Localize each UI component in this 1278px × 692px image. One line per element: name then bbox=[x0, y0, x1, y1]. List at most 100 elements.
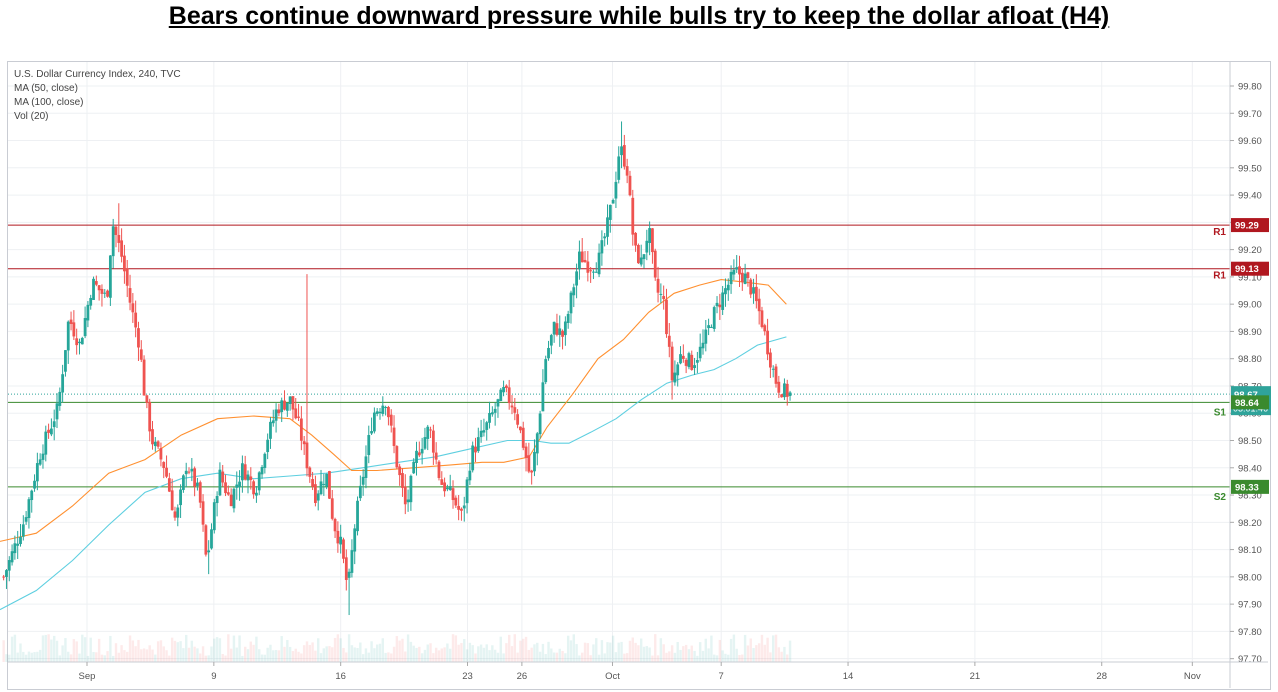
candle-body bbox=[333, 518, 337, 532]
chart-frame[interactable] bbox=[7, 61, 1271, 690]
volume-bar bbox=[623, 653, 626, 662]
volume-bar bbox=[5, 654, 8, 662]
volume-bar bbox=[620, 641, 623, 662]
candle-body bbox=[401, 473, 404, 488]
volume-bar bbox=[288, 646, 292, 662]
candle-body bbox=[783, 383, 786, 398]
price-axis[interactable]: 99.8099.7099.6099.5099.4099.3099.2099.10… bbox=[1229, 62, 1262, 688]
candle-body bbox=[184, 470, 188, 475]
volume-bar bbox=[165, 650, 168, 662]
candle bbox=[440, 471, 444, 485]
candle bbox=[754, 274, 758, 309]
volume-bar bbox=[72, 639, 76, 662]
symbol-label[interactable]: U.S. Dollar Currency Index, 240, TVC bbox=[14, 69, 181, 80]
candle-body bbox=[628, 175, 632, 196]
volume-bar bbox=[569, 640, 573, 662]
volume-bar bbox=[718, 639, 722, 662]
volume-bar bbox=[471, 645, 474, 662]
volume-bar bbox=[274, 650, 278, 662]
candle-body bbox=[207, 550, 211, 553]
candle-body bbox=[288, 396, 292, 404]
volume-bar bbox=[243, 646, 247, 662]
candle bbox=[378, 408, 382, 420]
candle-body bbox=[392, 427, 396, 446]
candle bbox=[499, 387, 503, 402]
volume-bar bbox=[294, 648, 297, 662]
candle-body bbox=[170, 490, 174, 511]
volume-bar bbox=[763, 644, 766, 662]
candle bbox=[151, 420, 154, 450]
candle-body bbox=[642, 254, 646, 260]
candle bbox=[167, 472, 171, 493]
ma100-line bbox=[0, 336, 787, 611]
candle-body bbox=[117, 234, 121, 243]
candle bbox=[299, 406, 303, 451]
volume-bar bbox=[249, 641, 253, 662]
candle bbox=[131, 293, 135, 323]
candle bbox=[69, 311, 73, 331]
candle bbox=[457, 495, 461, 521]
candle bbox=[302, 435, 306, 455]
candle-body bbox=[52, 421, 56, 428]
volume-bar bbox=[109, 635, 112, 662]
candle-body bbox=[156, 441, 160, 447]
candle bbox=[625, 158, 629, 184]
volume-bar bbox=[443, 647, 446, 662]
candle-body bbox=[490, 412, 494, 415]
volume-bar bbox=[637, 645, 640, 662]
candle-body bbox=[350, 550, 354, 573]
volume-bar bbox=[426, 644, 429, 662]
volume-bar bbox=[359, 642, 362, 662]
candle-body bbox=[97, 285, 101, 291]
candle bbox=[249, 467, 253, 490]
candle-body bbox=[302, 441, 306, 445]
volume-bar bbox=[457, 644, 460, 662]
volume-bar bbox=[690, 645, 693, 662]
candle-body bbox=[446, 487, 449, 490]
volume-bar bbox=[47, 634, 50, 662]
indicator-legend: U.S. Dollar Currency Index, 240, TVC MA … bbox=[14, 68, 181, 124]
volume-bar bbox=[286, 640, 289, 662]
volume-label[interactable]: Vol (20) bbox=[14, 111, 49, 122]
candle bbox=[159, 442, 163, 467]
candle-body bbox=[297, 416, 300, 418]
candle-body bbox=[594, 271, 598, 273]
volume-bar bbox=[418, 646, 421, 662]
ma50-label[interactable]: MA (50, close) bbox=[14, 83, 78, 94]
candle bbox=[760, 306, 764, 329]
candle bbox=[13, 535, 17, 560]
ma100-label[interactable]: MA (100, close) bbox=[14, 97, 84, 108]
candle-body bbox=[159, 448, 163, 460]
candle bbox=[322, 473, 326, 496]
candle-body bbox=[229, 494, 233, 507]
candle bbox=[33, 474, 36, 492]
volume-bar bbox=[179, 641, 182, 662]
volume-bar bbox=[404, 651, 407, 662]
volume-bar bbox=[409, 641, 413, 662]
volume-bar bbox=[724, 653, 727, 662]
volume-bar bbox=[595, 638, 598, 662]
candle-body bbox=[378, 411, 382, 414]
candle bbox=[774, 363, 778, 388]
time-axis[interactable]: Sep 9 16 23 26 Oct 7 14 21 28 Nov bbox=[8, 661, 1268, 682]
volume-bar bbox=[609, 642, 612, 662]
candle-body bbox=[617, 156, 621, 180]
volume-bar bbox=[100, 654, 104, 662]
candle-body bbox=[580, 251, 584, 263]
candle bbox=[645, 229, 649, 261]
candle bbox=[308, 466, 312, 483]
candle bbox=[274, 403, 278, 433]
candle bbox=[468, 462, 472, 485]
candle bbox=[266, 433, 270, 460]
volume-bar bbox=[561, 650, 564, 662]
candle-body bbox=[106, 290, 109, 297]
candle-body bbox=[58, 391, 62, 406]
candle-body bbox=[665, 299, 668, 335]
candle-body bbox=[780, 394, 784, 398]
volume-bar bbox=[451, 634, 455, 662]
candle bbox=[16, 530, 20, 559]
candle bbox=[229, 488, 233, 507]
volume-bar bbox=[429, 643, 432, 662]
candle-body bbox=[636, 244, 640, 264]
